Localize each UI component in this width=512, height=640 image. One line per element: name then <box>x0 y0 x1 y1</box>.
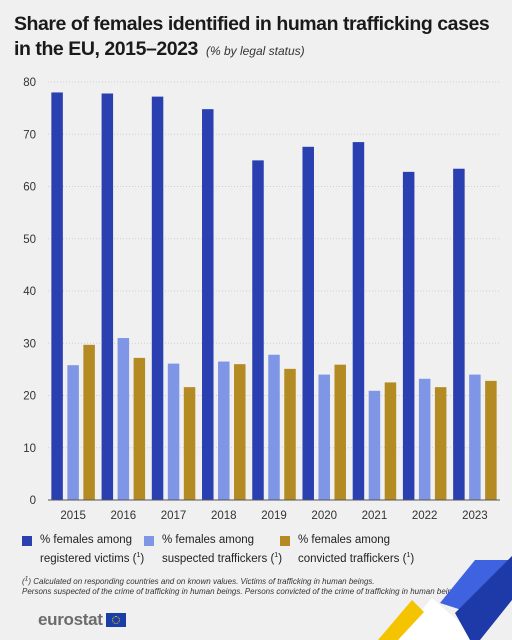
x-tick-label: 2023 <box>462 510 488 522</box>
y-tick-label: 50 <box>23 234 36 246</box>
bar <box>234 364 246 500</box>
legend-end: ) <box>278 552 283 565</box>
footnote-text1: ) Calculated on responding countries and… <box>28 576 375 586</box>
bar <box>434 387 447 500</box>
legend-line2: registered victims ( <box>40 552 137 565</box>
legend-label-suspected-traffickers: % females among suspected traffickers (1… <box>162 533 287 567</box>
bar <box>183 387 196 500</box>
y-tick-label: 30 <box>23 338 36 350</box>
bar <box>202 109 214 501</box>
legend-sup: 1 <box>136 552 141 559</box>
ribbon-blue-dark <box>455 556 512 640</box>
legend-sup: 1 <box>406 552 411 559</box>
bar <box>117 338 130 500</box>
bar <box>252 160 264 500</box>
legend-line2: convicted traffickers ( <box>298 552 407 565</box>
y-tick-label: 60 <box>23 182 36 194</box>
eu-flag-icon <box>105 613 126 627</box>
eu-flag-stars <box>111 616 120 624</box>
x-tick-label: 2022 <box>412 510 438 522</box>
bar <box>101 93 114 501</box>
x-tick-label: 2017 <box>161 510 187 522</box>
bar <box>83 344 95 500</box>
x-tick-label: 2020 <box>311 510 337 522</box>
legend-line1: % females among <box>162 534 255 546</box>
legend-end: ) <box>140 552 145 565</box>
legend-line2: suspected traffickers ( <box>162 552 275 565</box>
bar <box>218 361 230 500</box>
bar <box>368 390 381 500</box>
y-tick-label: 40 <box>23 286 36 298</box>
x-axis-ticks: 2015 2016 2017 2018 2019 2020 2021 2022 2023 <box>60 510 487 522</box>
bar <box>318 374 330 500</box>
x-tick-label: 2015 <box>60 510 86 522</box>
legend-swatch-registered-victims <box>22 536 32 546</box>
bars <box>51 92 497 501</box>
bar <box>469 374 481 500</box>
ribbon-blue-light <box>440 560 512 612</box>
legend-line1: % females among <box>40 534 133 546</box>
legend-label-convicted-traffickers: % females among convicted traffickers (1… <box>298 533 423 567</box>
y-tick-label: 20 <box>23 391 36 403</box>
legend-sup: 1 <box>274 552 279 559</box>
x-tick-label: 2016 <box>111 510 137 522</box>
bar <box>268 354 280 500</box>
bar <box>384 382 397 500</box>
eurostat-logo: eurostat <box>38 610 126 632</box>
bar <box>453 168 465 501</box>
bar <box>51 92 63 500</box>
legend-swatch-convicted-traffickers <box>280 536 290 546</box>
bar <box>284 368 296 500</box>
bar <box>352 142 365 500</box>
footnote-line2: Persons suspected of the crime of traffi… <box>22 587 463 597</box>
chart-title: Share of females identified in human tra… <box>14 12 502 64</box>
bar <box>418 378 431 500</box>
bar <box>151 96 164 500</box>
y-tick-label: 0 <box>30 495 36 507</box>
bar <box>334 364 346 500</box>
bar <box>133 357 146 500</box>
legend-swatch-suspected-traffickers <box>144 536 154 546</box>
legend-label-registered-victims: % females among registered victims (1) <box>40 533 165 567</box>
chart-title-text: Share of females identified in human tra… <box>14 13 490 60</box>
footnote-line1: (1) Calculated on responding countries a… <box>22 575 375 586</box>
y-tick-label: 70 <box>23 129 36 141</box>
legend-line1: % females among <box>298 534 391 546</box>
legend-end: ) <box>410 552 415 565</box>
x-tick-label: 2018 <box>211 510 237 522</box>
footnote-sup: 1 <box>24 575 29 582</box>
ribbon-yellow <box>378 600 424 640</box>
eurostat-logo-text: eurostat <box>38 610 103 629</box>
ribbon-white <box>395 598 480 640</box>
x-tick-label: 2019 <box>261 510 287 522</box>
bar <box>485 380 497 500</box>
bar <box>302 146 314 501</box>
x-tick-label: 2021 <box>362 510 388 522</box>
footnote: (1) Calculated on responding countries a… <box>22 574 492 598</box>
bar <box>67 365 79 500</box>
y-axis-ticks: 0 10 20 30 40 50 60 70 80 <box>23 77 36 507</box>
bar <box>402 171 415 500</box>
legend: % females among registered victims (1) %… <box>22 534 502 568</box>
y-tick-label: 10 <box>23 443 36 455</box>
chart-subtitle: (% by legal status) <box>205 44 305 58</box>
y-tick-label: 80 <box>23 77 36 89</box>
bar <box>167 363 180 500</box>
